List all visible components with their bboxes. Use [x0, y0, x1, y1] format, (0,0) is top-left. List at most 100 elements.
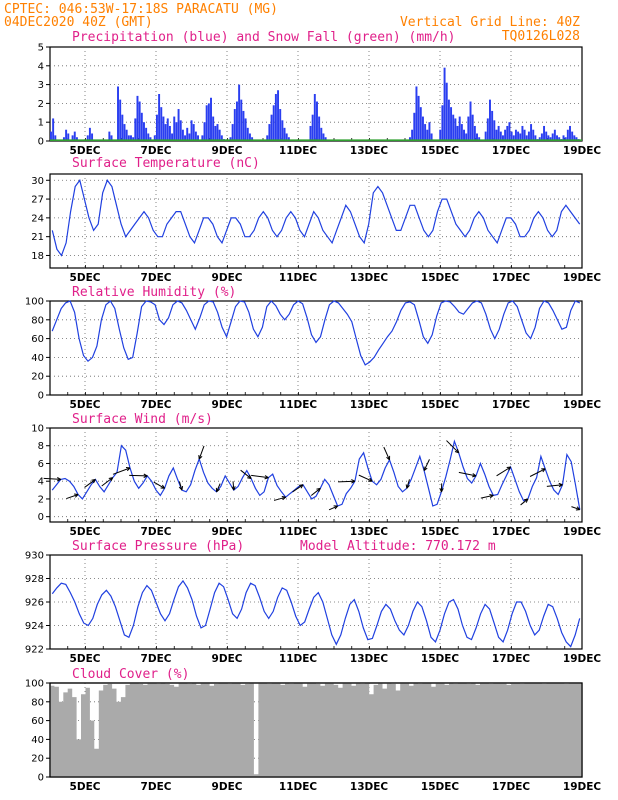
wind-arrow-head — [160, 484, 166, 489]
precip-bar — [268, 124, 271, 141]
precip-bar — [506, 125, 509, 141]
cloud-ytick-label: 60 — [31, 716, 44, 727]
precip-bar — [419, 107, 422, 141]
precip-bar — [184, 135, 187, 141]
precip-bar — [71, 135, 74, 141]
wind-arrow-head — [558, 482, 563, 488]
pressure-ytick-label: 922 — [25, 645, 44, 656]
wind-arrow-head — [198, 455, 203, 460]
precip-bar — [456, 125, 459, 141]
precip-bar — [108, 131, 111, 141]
humidity-frame — [49, 300, 583, 396]
precip-bar — [467, 116, 470, 141]
header-vgrid: Vertical Grid Line: 40Z — [400, 15, 580, 30]
wind-arrow-head — [91, 478, 96, 484]
wind-arrow-shaft — [383, 446, 390, 461]
precip-bar — [309, 125, 312, 141]
precip-bar — [54, 135, 57, 141]
wind-arrow-head — [439, 487, 444, 493]
precip-bar — [454, 118, 457, 141]
humidity-xtick-label: 7DEC — [141, 399, 172, 411]
precip-bar — [132, 137, 135, 141]
pressure-xtick-label: 19DEC — [563, 653, 602, 665]
wind-arrow-head — [351, 479, 356, 484]
wind-arrow-head — [575, 506, 581, 511]
precip-bar — [188, 133, 191, 141]
precip-bar — [194, 131, 197, 141]
precip-bar — [499, 131, 502, 141]
precip-bar — [540, 133, 543, 141]
precip-bar — [501, 135, 504, 141]
precip-bar — [186, 127, 189, 141]
panel-precip: 0 1 2 3 4 5 5DEC 7DEC 9DEC 11DEC 13DEC 15DEC 17DEC 19… — [38, 43, 602, 158]
precip-bar — [519, 133, 522, 141]
wind-arrow-head — [541, 468, 546, 473]
precip-bar — [153, 135, 156, 141]
wind-arrow-shaft — [240, 469, 252, 479]
precip-bar — [575, 137, 578, 141]
precip-bar — [281, 120, 284, 141]
precip-bar — [205, 105, 208, 141]
precip-ytick-label: 5 — [38, 43, 44, 54]
humidity-xtick-label: 13DEC — [350, 399, 389, 411]
precip-bar — [532, 129, 535, 141]
wind-xtick-label: 19DEC — [563, 526, 602, 538]
precip-bar — [517, 131, 520, 141]
pressure-xtick-label: 15DEC — [421, 653, 460, 665]
wind-xtick-label: 13DEC — [350, 526, 389, 538]
precip-bar — [428, 122, 431, 141]
wind-arrow-shaft — [153, 481, 165, 489]
precip-bar — [441, 105, 444, 141]
cloud-xtick-label: 17DEC — [492, 781, 531, 793]
wind-arrow-shaft — [216, 483, 221, 493]
precip-bar — [504, 129, 507, 141]
wind-arrow-head — [215, 487, 220, 493]
wind-arrow-shaft — [458, 471, 477, 477]
precip-bar — [445, 82, 448, 141]
precip-bar — [469, 101, 472, 141]
wind-arrow-shaft — [446, 440, 460, 454]
wind-arrow-shaft — [423, 459, 430, 471]
precip-bar — [571, 131, 574, 141]
precip-bar — [508, 122, 511, 141]
wind-ytick-label: 4 — [38, 477, 44, 488]
precip-bar — [545, 131, 548, 141]
precip-xtick-label: 15DEC — [421, 145, 460, 157]
precip-bar — [562, 135, 565, 141]
wind-arrow-head — [333, 505, 339, 510]
wind-arrow-shaft — [43, 477, 61, 480]
precip-bar — [424, 124, 427, 141]
panel-humidity: 0 20 40 60 80 100 5DEC 7DEC 9DEC 11DEC 13DEC 15DEC 1… — [25, 297, 601, 412]
title-temperature: Surface Temperature (nC) — [72, 156, 260, 171]
humidity-ytick-label: 60 — [31, 334, 44, 345]
header-date: 04DEC2020 40Z (GMT) — [4, 15, 153, 30]
precip-bar — [486, 118, 489, 141]
pressure-ytick-label: 928 — [25, 574, 44, 585]
cloud-ytick-label: 20 — [31, 754, 44, 765]
pressure-xtick-label: 17DEC — [492, 653, 531, 665]
precip-bar — [417, 95, 420, 141]
precip-bar — [162, 116, 165, 141]
precip-bar — [447, 99, 450, 141]
pressure-xtick-label: 13DEC — [350, 653, 389, 665]
wind-arrow-shaft — [198, 445, 205, 460]
header-code: TQ0126L028 — [502, 29, 580, 44]
wind-arrow-shaft — [406, 479, 410, 489]
humidity-xtick-label: 19DEC — [563, 399, 602, 411]
precip-bar — [458, 116, 461, 141]
temperature-xtick-label: 7DEC — [141, 272, 172, 284]
temperature-frame — [49, 173, 583, 269]
pressure-xtick-label: 5DEC — [70, 653, 101, 665]
cloud-ytick-label: 40 — [31, 735, 44, 746]
precip-bar — [538, 137, 541, 141]
precip-bar — [123, 124, 126, 141]
title-precipitation: Precipitation (blue) and Snow Fall (gree… — [72, 30, 456, 45]
precip-bar — [233, 109, 236, 141]
temperature-xtick-label: 5DEC — [70, 272, 101, 284]
precip-bar — [465, 133, 468, 141]
precip-xtick-label: 19DEC — [563, 145, 602, 157]
wind-ytick-label: 10 — [31, 424, 44, 435]
title-cloud-cover: Cloud Cover (%) — [72, 667, 189, 682]
precip-ytick-label: 4 — [38, 61, 44, 72]
humidity-ytick-label: 80 — [31, 315, 44, 326]
